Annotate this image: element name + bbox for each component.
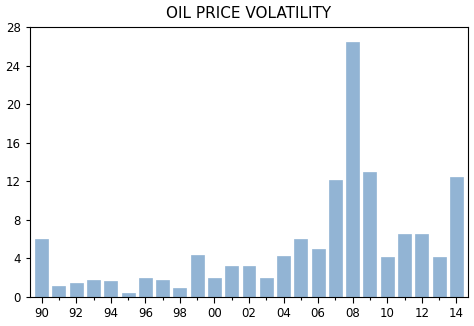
Bar [311, 249, 325, 297]
Bar [277, 256, 290, 297]
Bar [104, 281, 117, 297]
Bar [139, 278, 152, 297]
Bar [294, 239, 307, 297]
Bar [122, 293, 135, 297]
Bar [381, 257, 394, 297]
Bar [191, 255, 204, 297]
Bar [87, 280, 100, 297]
Bar [450, 177, 463, 297]
Title: OIL PRICE VOLATILITY: OIL PRICE VOLATILITY [166, 6, 332, 21]
Bar [260, 278, 273, 297]
Bar [35, 239, 48, 297]
Bar [243, 266, 255, 297]
Bar [53, 287, 65, 297]
Bar [156, 280, 169, 297]
Bar [208, 278, 221, 297]
Bar [415, 234, 428, 297]
Bar [346, 42, 359, 297]
Bar [329, 181, 342, 297]
Bar [173, 289, 186, 297]
Bar [398, 234, 411, 297]
Bar [364, 172, 376, 297]
Bar [433, 257, 446, 297]
Bar [225, 266, 238, 297]
Bar [70, 283, 83, 297]
